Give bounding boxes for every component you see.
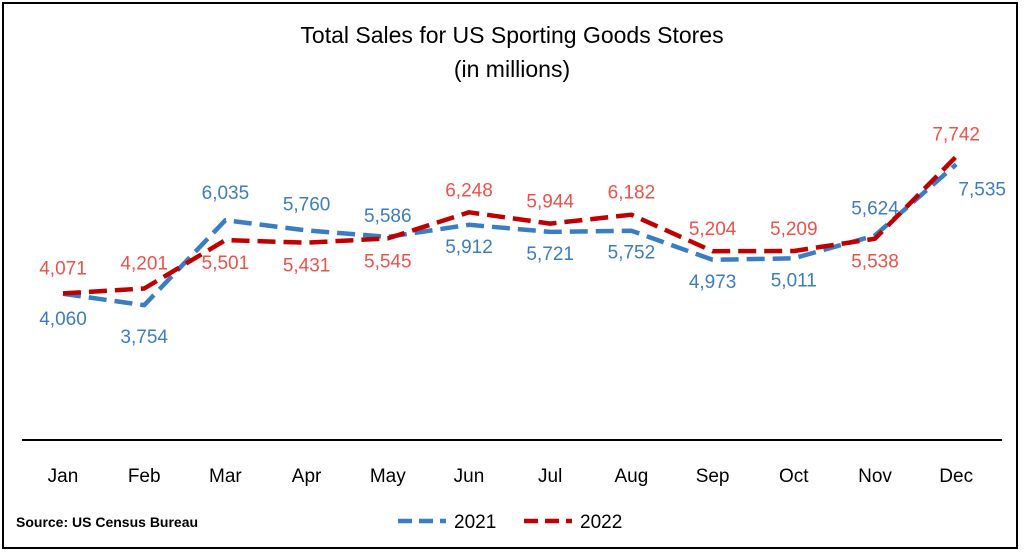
data-label-2021-sep: 4,973 — [689, 272, 737, 293]
x-tick-jul: Jul — [538, 466, 562, 487]
source-note: Source: US Census Bureau — [16, 514, 198, 530]
data-label-2021-aug: 5,752 — [608, 243, 656, 264]
x-tick-nov: Nov — [858, 466, 892, 487]
x-tick-jun: Jun — [454, 466, 485, 487]
x-tick-feb: Feb — [128, 466, 161, 487]
chart-subtitle: (in millions) — [454, 56, 570, 82]
x-tick-apr: Apr — [292, 466, 322, 487]
x-tick-aug: Aug — [614, 466, 648, 487]
data-label-2022-oct: 5,209 — [770, 219, 818, 240]
data-label-2021-oct: 5,011 — [771, 270, 817, 291]
chart-title: Total Sales for US Sporting Goods Stores — [300, 22, 723, 48]
x-tick-labels: Jan Feb Mar Apr May Jun Jul Aug Sep Oct Nov Dec — [48, 466, 973, 487]
legend-label-2022: 2022 — [580, 512, 622, 533]
series-line-2021 — [62, 162, 958, 308]
data-labels: 4,060 3,754 6,035 5,760 5,586 5,912 5,721 5,752… — [39, 125, 1006, 349]
data-label-2021-nov: 5,624 — [851, 199, 899, 220]
data-label-2021-feb: 3,754 — [120, 327, 168, 348]
data-label-2022-jan: 4,071 — [39, 258, 87, 279]
data-label-2022-jul: 5,944 — [526, 192, 574, 213]
data-label-2021-mar: 6,035 — [202, 183, 250, 204]
data-label-2022-jun: 6,248 — [445, 180, 493, 201]
data-label-2022-sep: 5,204 — [689, 219, 737, 240]
x-tick-sep: Sep — [696, 466, 730, 487]
series-lines — [62, 155, 958, 308]
x-tick-dec: Dec — [939, 466, 973, 487]
data-label-2021-apr: 5,760 — [283, 194, 331, 215]
data-label-2022-mar: 5,501 — [202, 253, 250, 274]
data-label-2022-nov: 5,538 — [851, 252, 899, 273]
data-label-2021-jun: 5,912 — [445, 237, 493, 258]
x-tick-jan: Jan — [48, 466, 79, 487]
legend: 2021 2022 — [398, 512, 622, 533]
data-label-2022-feb: 4,201 — [120, 254, 168, 275]
data-label-2022-dec: 7,742 — [932, 125, 980, 146]
data-label-2021-jan: 4,060 — [39, 309, 87, 330]
legend-label-2021: 2021 — [454, 512, 496, 533]
x-tick-mar: Mar — [209, 466, 242, 487]
data-label-2022-apr: 5,431 — [283, 256, 331, 277]
series-line-2022 — [62, 155, 958, 296]
x-tick-oct: Oct — [779, 466, 809, 487]
data-label-2021-dec: 7,535 — [958, 179, 1006, 200]
data-label-2022-may: 5,545 — [364, 251, 412, 272]
chart-frame — [2, 2, 1018, 549]
data-label-2021-may: 5,586 — [364, 206, 412, 227]
data-label-2021-jul: 5,721 — [526, 244, 574, 265]
x-tick-may: May — [370, 466, 406, 487]
data-label-2022-aug: 6,182 — [608, 183, 656, 204]
